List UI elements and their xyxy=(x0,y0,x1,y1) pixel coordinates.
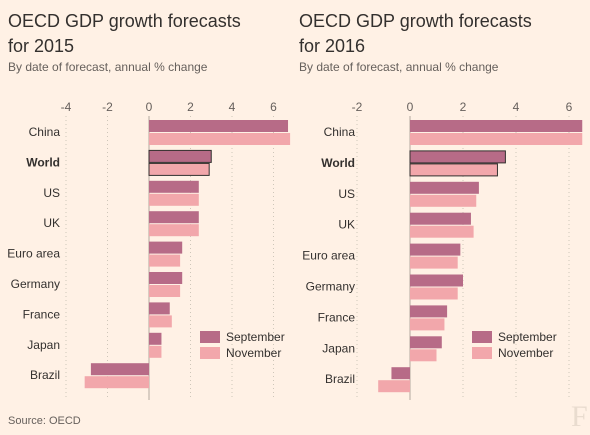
chart-1-title-line2: for 2015 xyxy=(8,36,75,56)
chart-2-category-label: Japan xyxy=(322,341,355,355)
chart-2-legend-label-november: November xyxy=(498,346,553,360)
chart-1-category-label: UK xyxy=(43,216,60,230)
chart-2-x-tick-label: 2 xyxy=(460,100,467,114)
chart-2-bar-november xyxy=(410,194,477,207)
chart-2-bar-september xyxy=(409,150,506,164)
chart-2-x-tick-label: 6 xyxy=(566,100,573,114)
chart-1-category-label: China xyxy=(29,125,61,139)
chart-2-x-tick-label: -2 xyxy=(352,100,363,114)
chart-1-x-tick-label: 6 xyxy=(270,100,277,114)
ft-logo: F xyxy=(571,400,588,433)
chart-2-bar-september xyxy=(410,181,479,194)
chart-1-x-tick-label: 0 xyxy=(146,100,153,114)
chart-1-legend-label-september: September xyxy=(226,330,285,344)
chart-2-bar-november xyxy=(410,318,445,331)
chart-1-x-tick-label: -4 xyxy=(61,100,72,114)
chart-1-bar-november xyxy=(84,376,149,389)
chart-2-category-label: World xyxy=(321,156,355,170)
chart-1-x-tick-label: 4 xyxy=(229,100,236,114)
chart-1-bar-november xyxy=(149,133,291,145)
chart-1-bar-september xyxy=(149,241,183,254)
chart-2-bar-september xyxy=(410,336,442,349)
chart-2-bar-september xyxy=(410,243,461,256)
chart-2-bar-november xyxy=(410,256,458,269)
chart-2-bar-november xyxy=(409,163,498,177)
chart-1-bar-november xyxy=(149,285,181,297)
chart-1-bar-september xyxy=(149,211,199,224)
chart-1-category-label: Japan xyxy=(27,338,60,352)
chart-2-title-line1: OECD GDP growth forecasts xyxy=(299,11,532,31)
chart-1-bar-november xyxy=(149,345,162,358)
chart-2-bar-november xyxy=(378,380,410,393)
chart-2-title-line2: for 2016 xyxy=(299,36,366,56)
chart-1-category-label: Euro area xyxy=(7,247,60,261)
chart-2-legend-swatch-november xyxy=(472,347,492,359)
chart-2-category-label: UK xyxy=(338,218,355,232)
chart-2-category-label: Germany xyxy=(306,280,355,294)
chart-1-category-label: World xyxy=(26,155,60,169)
chart-1-category-label: Brazil xyxy=(30,368,60,382)
chart-2-category-label: France xyxy=(318,310,356,324)
chart-2-bar-september xyxy=(391,367,410,380)
chart-1-bar-november xyxy=(149,254,181,267)
chart-2-bar-september xyxy=(410,212,471,225)
chart-1-bar-november xyxy=(149,193,199,206)
chart-1-legend-swatch-november xyxy=(200,347,220,359)
chart-2-legend-swatch-september xyxy=(472,331,492,343)
chart-1-category-label: US xyxy=(43,186,60,200)
chart-1-bar-september xyxy=(149,120,289,132)
chart-2-x-tick-label: 4 xyxy=(513,100,520,114)
chart-2-legend-label-september: September xyxy=(498,330,557,344)
chart-2-subtitle: By date of forecast, annual % change xyxy=(299,60,499,74)
chart-1-category-label: France xyxy=(23,307,61,321)
chart-2-category-label: Euro area xyxy=(302,249,355,263)
chart-1-bar-september xyxy=(149,180,199,193)
chart-2-bar-september xyxy=(410,120,583,132)
chart-2-bar-november xyxy=(410,287,458,300)
chart-2-category-label: US xyxy=(338,187,355,201)
source-note: Source: OECD xyxy=(8,415,81,427)
chart-1-subtitle: By date of forecast, annual % change xyxy=(8,60,208,74)
chart-1-legend-swatch-september xyxy=(200,331,220,343)
chart-2-bar-november xyxy=(410,225,474,238)
chart-2-x-tick-label: 0 xyxy=(407,100,414,114)
chart-1-bar-september xyxy=(149,332,162,345)
chart-1-category-label: Germany xyxy=(11,277,60,291)
chart-2-category-label: China xyxy=(324,125,356,139)
chart-2-bar-september xyxy=(410,274,463,287)
chart-1-legend-label-november: November xyxy=(226,346,281,360)
chart-2-bar-september xyxy=(410,305,448,318)
chart-2-bar-november xyxy=(410,349,437,362)
chart-1-x-tick-label: 2 xyxy=(187,100,194,114)
chart-2-bar-november xyxy=(410,133,583,145)
chart-1-bar-november xyxy=(149,224,199,237)
chart-1-bar-september xyxy=(148,149,212,163)
chart-2-category-label: Brazil xyxy=(325,372,355,386)
chart-1-bar-september xyxy=(149,272,183,284)
chart-1-bar-september xyxy=(90,363,149,376)
chart-1-title-line1: OECD GDP growth forecasts xyxy=(8,11,241,31)
chart-1-bar-november xyxy=(149,315,172,328)
chart-1-x-tick-label: -2 xyxy=(102,100,113,114)
chart-1-bar-september xyxy=(149,302,170,315)
chart-1-bar-november xyxy=(148,162,210,176)
